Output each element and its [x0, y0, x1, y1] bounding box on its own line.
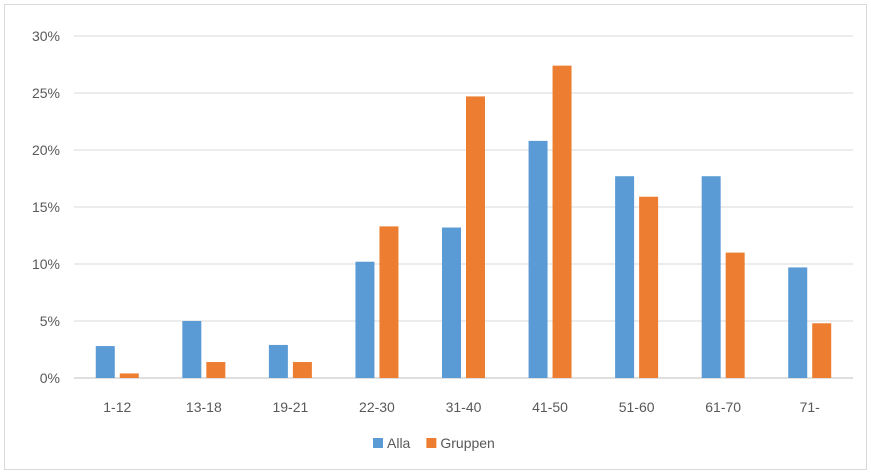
- x-tick-label: 71-: [800, 399, 821, 415]
- y-tick-label: 30%: [32, 28, 60, 44]
- y-tick-label: 5%: [40, 313, 60, 329]
- bar-alla-61-70: [701, 176, 721, 378]
- bar-gruppen-13-18: [206, 362, 226, 378]
- bars: [95, 65, 832, 379]
- legend-label-gruppen: Gruppen: [440, 435, 494, 451]
- y-tick-label: 0%: [40, 370, 60, 386]
- x-tick-label: 19-21: [272, 399, 308, 415]
- x-tick-label: 1-12: [103, 399, 131, 415]
- x-tick-label: 51-60: [619, 399, 655, 415]
- x-axis-tick-labels: 1-12 13-18 19-21 22-30 31-40 41-50 51-60 61-70 7…: [103, 399, 820, 415]
- bar-alla-1-12: [95, 346, 115, 378]
- bar-alla-71-: [788, 267, 808, 378]
- x-tick-label: 41-50: [532, 399, 568, 415]
- bar-gruppen-31-40: [466, 96, 485, 379]
- bar-gruppen-1-12: [119, 373, 139, 378]
- bar-gruppen-41-50: [552, 65, 572, 378]
- legend: Alla Gruppen: [373, 435, 495, 451]
- legend-label-alla: Alla: [387, 435, 411, 451]
- legend-swatch-gruppen: [426, 438, 437, 448]
- bar-gruppen-61-70: [725, 252, 745, 378]
- bar-alla-19-21: [268, 344, 288, 378]
- legend-swatch-alla: [373, 438, 383, 448]
- bar-alla-22-30: [355, 261, 375, 378]
- bar-gruppen-71-: [812, 323, 832, 378]
- y-axis-tick-labels: 0% 5% 10% 15% 20% 25% 30%: [32, 28, 60, 386]
- y-tick-label: 15%: [32, 199, 60, 215]
- chart-frame: [4, 4, 867, 470]
- bar-alla-51-60: [615, 176, 635, 378]
- bar-gruppen-19-21: [292, 362, 312, 378]
- bar-gruppen-51-60: [639, 196, 659, 378]
- y-tick-label: 20%: [32, 142, 60, 158]
- y-tick-label: 10%: [32, 256, 60, 272]
- x-tick-label: 22-30: [359, 399, 395, 415]
- x-tick-label: 31-40: [446, 399, 482, 415]
- bar-alla-41-50: [528, 140, 548, 378]
- x-tick-label: 61-70: [705, 399, 741, 415]
- x-tick-label: 13-18: [186, 399, 222, 415]
- bar-alla-13-18: [182, 321, 202, 378]
- bar-gruppen-22-30: [379, 226, 399, 378]
- bar-alla-31-40: [442, 227, 461, 378]
- gridlines: [74, 35, 853, 379]
- y-tick-label: 25%: [32, 85, 60, 101]
